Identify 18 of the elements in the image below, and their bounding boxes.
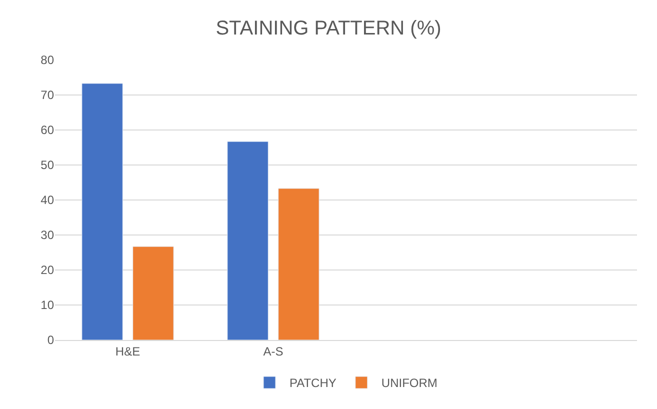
y-tick-label: 10 bbox=[40, 298, 54, 312]
y-tick-label: 20 bbox=[40, 263, 54, 278]
legend-label: PATCHY bbox=[290, 376, 336, 390]
bar bbox=[227, 141, 268, 340]
y-tick-label: 40 bbox=[40, 193, 54, 208]
bar bbox=[132, 246, 174, 340]
bar bbox=[82, 83, 123, 340]
y-tick-label: 0 bbox=[47, 333, 54, 348]
x-tick-label: H&E bbox=[115, 344, 140, 358]
y-tick-label: 60 bbox=[40, 123, 54, 138]
bar bbox=[278, 188, 320, 340]
x-tick-label: A-S bbox=[263, 344, 284, 358]
y-tick-label: 50 bbox=[40, 158, 54, 172]
y-tick-label: 80 bbox=[40, 53, 54, 68]
chart-title: STAINING PATTERN (%) bbox=[216, 17, 442, 40]
legend-label: UNIFORM bbox=[381, 376, 438, 390]
y-tick-label: 30 bbox=[40, 228, 54, 242]
y-tick-label: 70 bbox=[40, 88, 54, 102]
